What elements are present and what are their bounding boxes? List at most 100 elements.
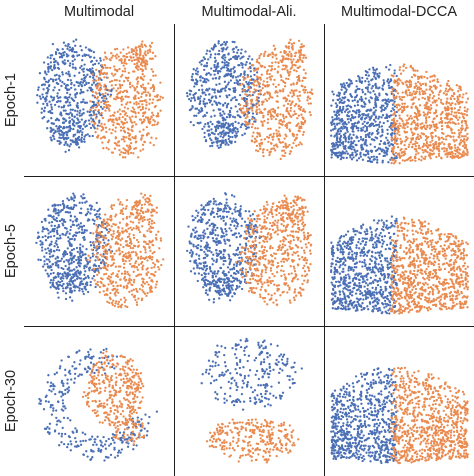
scatter-point xyxy=(248,120,251,123)
scatter-point xyxy=(53,234,56,238)
scatter-point xyxy=(399,72,403,75)
scatter-point xyxy=(248,118,251,122)
scatter-point xyxy=(431,131,434,134)
scatter-point xyxy=(306,99,309,102)
scatter-point xyxy=(446,121,449,124)
scatter-point xyxy=(392,123,396,126)
scatter-point xyxy=(236,110,239,113)
scatter-point xyxy=(66,275,70,278)
scatter-point xyxy=(218,95,222,98)
scatter-point xyxy=(104,213,107,216)
scatter-point xyxy=(69,79,72,82)
scatter-point xyxy=(123,55,126,58)
scatter-point xyxy=(101,259,105,262)
scatter-point xyxy=(224,42,227,45)
scatter-point xyxy=(434,109,438,112)
scatter-point xyxy=(136,290,139,293)
scatter-point xyxy=(122,255,125,258)
scatter-point xyxy=(75,224,79,227)
scatter-point xyxy=(402,95,406,99)
scatter-point xyxy=(334,127,337,130)
scatter-point xyxy=(124,207,128,210)
scatter-point xyxy=(83,267,86,270)
scatter-point xyxy=(298,99,301,103)
scatter-point xyxy=(122,48,125,51)
scatter-point xyxy=(95,282,98,286)
scatter-point xyxy=(431,153,434,156)
scatter-point xyxy=(68,263,71,266)
scatter-point xyxy=(67,267,70,270)
scatter-point xyxy=(63,51,66,54)
scatter-point xyxy=(361,88,364,92)
scatter-point xyxy=(111,207,114,211)
scatter-point xyxy=(401,159,404,162)
scatter-point xyxy=(60,257,64,260)
scatter-point xyxy=(281,57,285,61)
scatter-point xyxy=(421,96,424,100)
scatter-point xyxy=(257,132,260,135)
scatter-point xyxy=(58,133,62,136)
scatter-point xyxy=(345,108,348,111)
scatter-point xyxy=(368,157,372,160)
scatter-point xyxy=(424,135,428,138)
scatter-point xyxy=(112,121,115,124)
scatter-point xyxy=(247,57,250,61)
scatter-point xyxy=(127,235,131,238)
scatter-point xyxy=(57,105,61,108)
scatter-point xyxy=(204,105,207,108)
scatter-point xyxy=(398,117,401,120)
scatter-point xyxy=(88,56,92,59)
scatter-point xyxy=(145,93,148,97)
scatter-point xyxy=(114,236,118,239)
scatter-point xyxy=(443,116,447,120)
scatter-point xyxy=(301,79,304,82)
scatter-point xyxy=(421,148,424,152)
scatter-point xyxy=(394,151,398,155)
scatter-point xyxy=(134,87,137,91)
scatter-point xyxy=(249,75,253,78)
scatter-point xyxy=(227,62,230,65)
scatter-point xyxy=(379,148,382,151)
scatter-point xyxy=(431,75,434,78)
scatter-point xyxy=(269,53,272,56)
scatter-point xyxy=(132,152,135,155)
scatter-point xyxy=(77,118,80,122)
scatter-point xyxy=(128,281,131,284)
scatter-point xyxy=(271,51,274,54)
scatter-point xyxy=(125,90,129,94)
scatter-point xyxy=(451,101,454,105)
scatter-point xyxy=(451,95,455,98)
scatter-point xyxy=(76,104,79,107)
scatter-point xyxy=(55,229,59,232)
scatter-point xyxy=(232,75,235,78)
scatter-point xyxy=(287,71,290,74)
scatter-point xyxy=(95,215,98,219)
scatter-point xyxy=(61,73,64,76)
scatter-point xyxy=(271,96,274,99)
scatter-point xyxy=(463,119,467,123)
scatter-point xyxy=(75,258,78,262)
scatter-point xyxy=(56,66,60,70)
scatter-point xyxy=(144,59,148,62)
scatter-point xyxy=(73,88,77,91)
scatter-point xyxy=(380,104,384,107)
scatter-point xyxy=(58,225,61,228)
scatter-point xyxy=(44,217,47,221)
scatter-point xyxy=(342,82,345,85)
scatter-point xyxy=(106,100,110,103)
scatter-point xyxy=(432,84,436,88)
scatter-point xyxy=(352,156,355,159)
scatter-point xyxy=(59,111,62,114)
scatter-point xyxy=(290,55,293,58)
scatter-point xyxy=(437,93,440,96)
scatter-point xyxy=(386,80,389,83)
scatter-point xyxy=(431,139,434,142)
scatter-point xyxy=(355,112,358,115)
scatter-point xyxy=(101,72,104,75)
scatter-point xyxy=(137,244,140,247)
scatter-point xyxy=(62,121,65,124)
scatter-point xyxy=(49,230,52,234)
scatter-point xyxy=(142,112,146,115)
scatter-point xyxy=(57,280,60,283)
scatter-point xyxy=(408,143,411,146)
